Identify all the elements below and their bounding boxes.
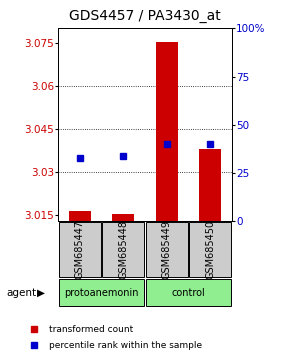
Bar [200, 149, 221, 221]
Text: GSM685448: GSM685448 [118, 220, 128, 279]
Bar [189, 222, 231, 277]
Bar [113, 214, 134, 221]
Text: protoanemonin: protoanemonin [64, 288, 139, 298]
Text: percentile rank within the sample: percentile rank within the sample [49, 341, 202, 350]
Bar [69, 211, 90, 221]
Text: GDS4457 / PA3430_at: GDS4457 / PA3430_at [69, 9, 221, 23]
Text: ▶: ▶ [37, 288, 45, 298]
Text: control: control [172, 288, 205, 298]
Text: GSM685449: GSM685449 [162, 220, 172, 279]
Bar [156, 42, 177, 221]
Bar [102, 222, 144, 277]
Text: agent: agent [6, 288, 37, 298]
Text: transformed count: transformed count [49, 325, 134, 334]
Text: GSM685447: GSM685447 [75, 220, 85, 279]
Bar [146, 222, 188, 277]
Bar [59, 279, 144, 307]
Text: GSM685450: GSM685450 [205, 220, 215, 279]
Bar [146, 279, 231, 307]
Bar [59, 222, 101, 277]
